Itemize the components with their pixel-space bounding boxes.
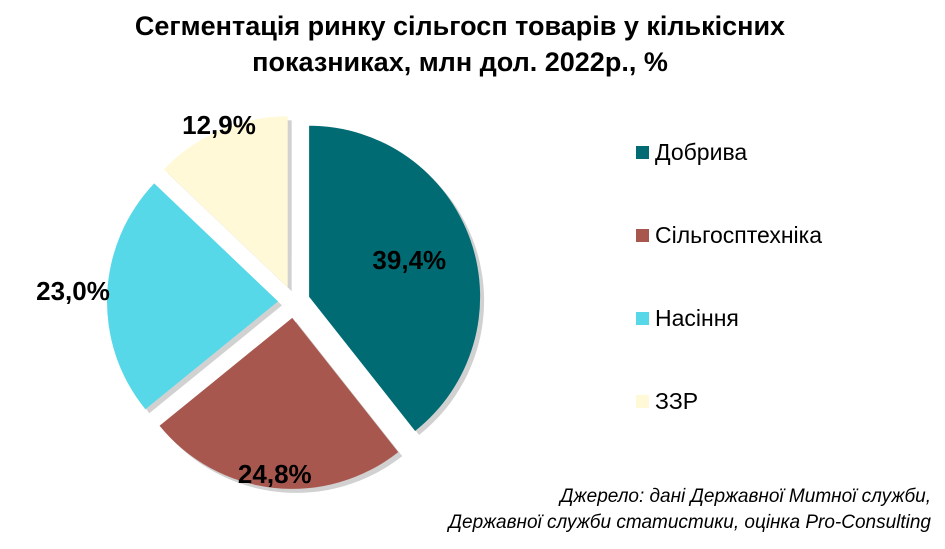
chart-title: Сегментація ринку сільгосп товарів у кіл… [0,8,920,80]
legend-swatch-agri-machinery [636,228,649,242]
source-line-1: Джерело: дані Державної Митної служби, [560,486,931,507]
legend-label-fertilizers: Добрива [655,138,748,165]
legend-label-seeds: Насіння [655,304,739,331]
data-label-crop-protection: 12,9% [182,110,256,140]
legend-item-fertilizers: Добрива [636,137,822,167]
chart-title-line-2: показниках, млн дол. 2022р., % [252,47,668,77]
pie-slice-fertilizers [309,125,481,431]
legend-swatch-fertilizers [636,145,649,159]
legend-swatch-crop-protection [636,394,649,408]
data-label-seeds: 23,0% [36,276,110,306]
chart-legend: Добрива Сільгосптехніка Насіння ЗЗР [636,137,822,469]
legend-item-agri-machinery: Сільгосптехніка [636,220,822,250]
legend-label-agri-machinery: Сільгосптехніка [655,221,822,248]
pie-slice-crop-protection [163,116,288,288]
legend-item-crop-protection: ЗЗР [636,386,822,416]
legend-swatch-seeds [636,311,649,325]
pie-slice-seeds [107,183,279,410]
legend-label-crop-protection: ЗЗР [655,387,699,414]
legend-item-seeds: Насіння [636,303,822,333]
data-label-agri-machinery: 24,8% [238,459,312,489]
source-line-2: Державної служби статистики, оцінка Pro-… [448,512,931,533]
data-label-fertilizers: 39,4% [372,245,446,275]
source-note: Джерело: дані Державної Митної служби, Д… [449,484,931,536]
pie-slice-agri-machinery [159,317,399,489]
chart-title-line-1: Сегментація ринку сільгосп товарів у кіл… [134,11,786,41]
